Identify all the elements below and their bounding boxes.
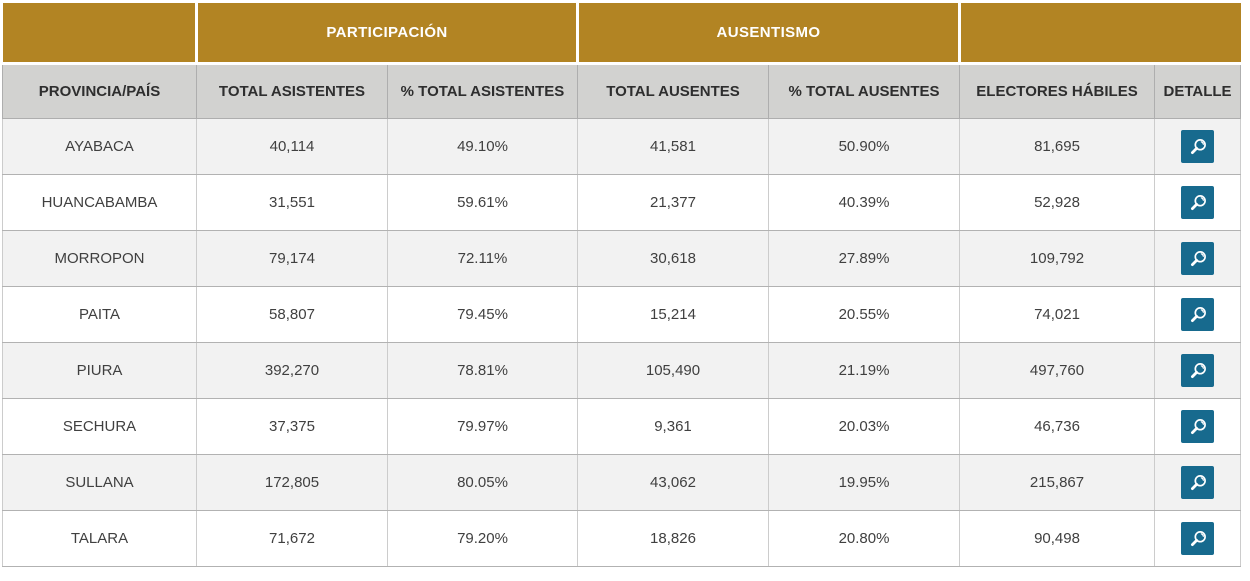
detail-button[interactable] <box>1181 466 1215 499</box>
col-header-pct-asistentes: % TOTAL ASISTENTES <box>387 63 578 119</box>
magnifier-icon <box>1190 138 1206 154</box>
total-asistentes-cell: 172,805 <box>196 454 388 511</box>
province-cell: AYABACA <box>2 118 197 175</box>
total-ausentes-cell: 21,377 <box>577 174 769 231</box>
col-header-provincia: PROVINCIA/PAÍS <box>2 63 197 119</box>
total-asistentes-cell: 58,807 <box>196 286 388 343</box>
pct-asistentes-cell: 79.97% <box>387 398 578 455</box>
magnifier-icon <box>1190 530 1206 546</box>
magnifier-icon <box>1190 474 1206 490</box>
magnifier-icon <box>1190 194 1206 210</box>
table-row: MORROPON 79,174 72.11% 30,618 27.89% 109… <box>2 230 1242 287</box>
pct-asistentes-cell: 49.10% <box>387 118 578 175</box>
magnifier-icon <box>1190 306 1206 322</box>
pct-asistentes-cell: 80.05% <box>387 454 578 511</box>
col-header-detalle: DETALLE <box>1154 63 1242 119</box>
table-row: SECHURA 37,375 79.97% 9,361 20.03% 46,73… <box>2 398 1242 455</box>
detail-button[interactable] <box>1181 354 1215 387</box>
group-header-spacer-right <box>958 3 1241 65</box>
total-ausentes-cell: 105,490 <box>577 342 769 399</box>
total-asistentes-cell: 71,672 <box>196 510 388 567</box>
electores-habiles-cell: 497,760 <box>959 342 1156 399</box>
province-cell: HUANCABAMBA <box>2 174 197 231</box>
pct-asistentes-cell: 78.81% <box>387 342 578 399</box>
table-row: TALARA 71,672 79.20% 18,826 20.80% 90,49… <box>2 510 1242 567</box>
total-ausentes-cell: 43,062 <box>577 454 769 511</box>
total-ausentes-cell: 41,581 <box>577 118 769 175</box>
total-ausentes-cell: 15,214 <box>577 286 769 343</box>
detail-button[interactable] <box>1181 186 1215 219</box>
pct-ausentes-cell: 27.89% <box>767 230 961 287</box>
pct-asistentes-cell: 72.11% <box>387 230 578 287</box>
pct-asistentes-cell: 59.61% <box>387 174 578 231</box>
col-header-total-ausentes: TOTAL AUSENTES <box>577 63 769 119</box>
province-cell: SULLANA <box>2 454 197 511</box>
electores-habiles-cell: 52,928 <box>959 174 1156 231</box>
detail-cell <box>1154 398 1242 455</box>
table-row: PIURA 392,270 78.81% 105,490 21.19% 497,… <box>2 342 1242 399</box>
pct-ausentes-cell: 40.39% <box>767 174 961 231</box>
detail-cell <box>1154 454 1242 511</box>
electores-habiles-cell: 109,792 <box>959 230 1156 287</box>
total-asistentes-cell: 40,114 <box>196 118 388 175</box>
magnifier-icon <box>1190 250 1206 266</box>
province-cell: TALARA <box>2 510 197 567</box>
table-row: AYABACA 40,114 49.10% 41,581 50.90% 81,6… <box>2 118 1242 175</box>
detail-button[interactable] <box>1181 242 1215 275</box>
group-header-spacer-left <box>2 3 197 65</box>
pct-asistentes-cell: 79.45% <box>387 286 578 343</box>
electores-habiles-cell: 90,498 <box>959 510 1156 567</box>
group-header-ausentismo: AUSENTISMO <box>575 3 960 65</box>
magnifier-icon <box>1190 418 1206 434</box>
detail-cell <box>1154 286 1242 343</box>
total-asistentes-cell: 31,551 <box>196 174 388 231</box>
col-header-total-asistentes: TOTAL ASISTENTES <box>196 63 388 119</box>
group-header-participacion: PARTICIPACIÓN <box>195 3 578 65</box>
table-row: HUANCABAMBA 31,551 59.61% 21,377 40.39% … <box>2 174 1242 231</box>
table-body: AYABACA 40,114 49.10% 41,581 50.90% 81,6… <box>2 118 1242 567</box>
pct-ausentes-cell: 20.03% <box>767 398 961 455</box>
electores-habiles-cell: 74,021 <box>959 286 1156 343</box>
detail-button[interactable] <box>1181 130 1215 163</box>
col-header-pct-ausentes: % TOTAL AUSENTES <box>767 63 961 119</box>
detail-button[interactable] <box>1181 298 1215 331</box>
participation-results-table: PARTICIPACIÓN AUSENTISMO PROVINCIA/PAÍS … <box>2 3 1242 567</box>
magnifier-icon <box>1190 362 1206 378</box>
total-ausentes-cell: 30,618 <box>577 230 769 287</box>
province-cell: PAITA <box>2 286 197 343</box>
electores-habiles-cell: 81,695 <box>959 118 1156 175</box>
pct-ausentes-cell: 20.80% <box>767 510 961 567</box>
detail-button[interactable] <box>1181 410 1215 443</box>
detail-cell <box>1154 510 1242 567</box>
total-ausentes-cell: 9,361 <box>577 398 769 455</box>
province-cell: SECHURA <box>2 398 197 455</box>
detail-cell <box>1154 342 1242 399</box>
total-asistentes-cell: 79,174 <box>196 230 388 287</box>
province-cell: PIURA <box>2 342 197 399</box>
pct-ausentes-cell: 19.95% <box>767 454 961 511</box>
total-asistentes-cell: 37,375 <box>196 398 388 455</box>
column-header-row: PROVINCIA/PAÍS TOTAL ASISTENTES % TOTAL … <box>2 63 1242 119</box>
table-row: PAITA 58,807 79.45% 15,214 20.55% 74,021 <box>2 286 1242 343</box>
detail-cell <box>1154 230 1242 287</box>
electores-habiles-cell: 46,736 <box>959 398 1156 455</box>
pct-ausentes-cell: 21.19% <box>767 342 961 399</box>
pct-ausentes-cell: 20.55% <box>767 286 961 343</box>
pct-ausentes-cell: 50.90% <box>767 118 961 175</box>
detail-cell <box>1154 174 1242 231</box>
group-header-row: PARTICIPACIÓN AUSENTISMO <box>2 3 1241 65</box>
electores-habiles-cell: 215,867 <box>959 454 1156 511</box>
total-asistentes-cell: 392,270 <box>196 342 388 399</box>
detail-cell <box>1154 118 1242 175</box>
province-cell: MORROPON <box>2 230 197 287</box>
table-row: SULLANA 172,805 80.05% 43,062 19.95% 215… <box>2 454 1242 511</box>
detail-button[interactable] <box>1181 522 1215 555</box>
pct-asistentes-cell: 79.20% <box>387 510 578 567</box>
col-header-electores-habiles: ELECTORES HÁBILES <box>959 63 1156 119</box>
total-ausentes-cell: 18,826 <box>577 510 769 567</box>
